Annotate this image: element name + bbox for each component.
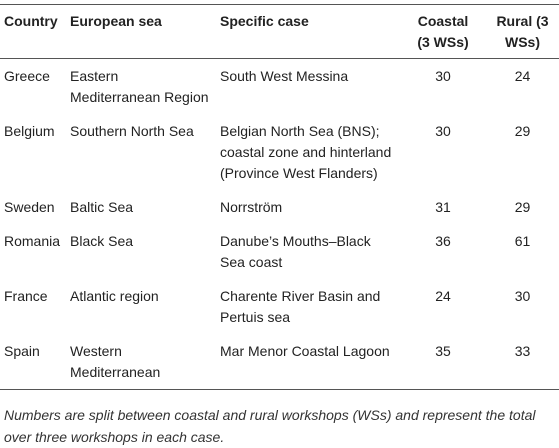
data-table: Country European sea Specific case Coastal … [0,4,559,390]
table-cell: 29 [514,199,531,215]
table-cell: Charente River Basin and Pertuis sea [220,288,381,325]
table-cell: Eastern Mediterranean Region [70,68,209,105]
table-row: France Atlantic region Charente River Basi… [0,279,559,334]
table-cell: Norrström [220,199,283,215]
table-cell: 31 [435,199,451,215]
table-cell: Atlantic region [70,288,159,304]
table-cell: 36 [435,233,451,249]
header-text: Coastal (3 WSs) [417,13,469,50]
table-cell: Romania [4,233,61,249]
header-cell: Coastal (3 WSs) [400,4,486,59]
table-cell: Black Sea [70,233,134,249]
table-cell: Danube’s Mouths–Black Sea coast [220,233,371,270]
table-cell: South West Messina [220,68,349,84]
table-row: Sweden Baltic Sea Norrström 31 29 [0,190,559,224]
table-cell: Greece [4,68,50,84]
table-cell: 33 [486,334,559,390]
header-text: Rural (3 WSs) [496,13,549,50]
table-cell: 24 [435,288,451,304]
header-cell: European sea [66,4,216,59]
table-cell: Southern North Sea [70,123,194,139]
table-cell: Belgium [4,123,55,139]
header-cell: Rural (3 WSs) [486,4,559,59]
table-cell: 30 [435,68,451,84]
table-cell: Western Mediterranean [66,334,216,390]
footnote: Numbers are split between coastal and ru… [4,407,536,445]
page: Country European sea Specific case Coastal … [0,4,559,445]
table-cell: Baltic Sea [70,199,134,215]
table-row: Belgium Southern North Sea Belgian North S… [0,114,559,190]
header-cell: Country [0,4,66,59]
table-cell: 30 [514,288,531,304]
table-cell: 24 [514,68,531,84]
header-cell: Specific case [216,4,400,59]
table-cell: Mar Menor Coastal Lagoon [216,334,400,390]
table-cell: Belgian North Sea (BNS); coastal zone an… [220,123,392,181]
table-cell: Spain [0,334,66,390]
table-row: Greece Eastern Mediterranean Region South … [0,59,559,115]
table-body: Greece Eastern Mediterranean Region South … [0,59,559,390]
table-cell: 61 [514,233,531,249]
table-row: Spain Western Mediterranean Mar Menor Coas… [0,334,559,390]
table-cell: Sweden [4,199,55,215]
header-row: Country European sea Specific case Coastal … [0,4,559,59]
table-cell: 35 [400,334,486,390]
table-cell: France [4,288,48,304]
table-cell: 29 [514,123,531,139]
table-cell: 30 [435,123,451,139]
table-row: Romania Black Sea Danube’s Mouths–Black Se… [0,224,559,279]
